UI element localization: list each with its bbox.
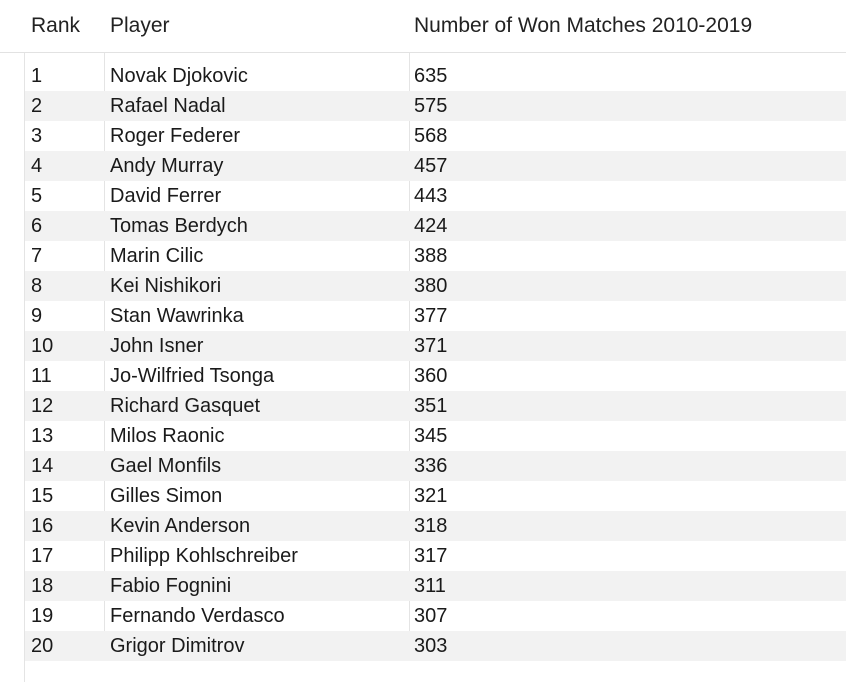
wins-cell: 345 [414, 425, 448, 447]
player-cell: Jo-Wilfried Tsonga [110, 365, 275, 387]
column-header-wins[interactable]: Number of Won Matches 2010-2019 [414, 14, 753, 37]
rank-cell: 6 [31, 215, 43, 237]
rank-cell: 11 [31, 365, 52, 387]
table-row[interactable]: 16 Kevin Anderson 318 [25, 511, 846, 541]
table-row[interactable]: 1 Novak Djokovic 635 [25, 61, 846, 91]
rank-cell: 8 [31, 275, 43, 297]
player-cell: Philipp Kohlschreiber [110, 545, 298, 567]
player-cell: Milos Raonic [110, 425, 225, 447]
player-cell: Stan Wawrinka [110, 305, 244, 327]
wins-cell: 318 [414, 515, 448, 537]
table-row[interactable]: 5 David Ferrer 443 [25, 181, 846, 211]
wins-cell: 321 [414, 485, 448, 507]
table-row[interactable]: 12 Richard Gasquet 351 [25, 391, 846, 421]
wins-cell: 424 [414, 215, 448, 237]
table-row[interactable]: 19 Fernando Verdasco 307 [25, 601, 846, 631]
wins-cell: 336 [414, 455, 448, 477]
wins-cell: 388 [414, 245, 448, 267]
wins-cell: 303 [414, 635, 448, 657]
wins-cell: 635 [414, 65, 448, 87]
table-row[interactable]: 10 John Isner 371 [25, 331, 846, 361]
player-cell: Kei Nishikori [110, 275, 222, 297]
table-row[interactable]: 18 Fabio Fognini 311 [25, 571, 846, 601]
player-cell: Tomas Berdych [110, 215, 248, 237]
column-header-player[interactable]: Player [110, 14, 170, 37]
column-header-rank[interactable]: Rank [31, 14, 81, 37]
rank-cell: 16 [31, 515, 54, 537]
player-cell: Roger Federer [110, 125, 241, 147]
player-cell: Gilles Simon [110, 485, 223, 507]
rank-cell: 17 [31, 545, 54, 567]
table-row[interactable]: 15 Gilles Simon 321 [25, 481, 846, 511]
rank-cell: 2 [31, 95, 43, 117]
wins-cell: 351 [414, 395, 448, 417]
wins-cell: 380 [414, 275, 448, 297]
wins-cell: 575 [414, 95, 448, 117]
rank-cell: 12 [31, 395, 54, 417]
table-row[interactable]: 17 Philipp Kohlschreiber 317 [25, 541, 846, 571]
rank-cell: 1 [31, 65, 43, 87]
table-empty-row [25, 661, 846, 682]
table-row[interactable]: 8 Kei Nishikori 380 [25, 271, 846, 301]
player-cell: Novak Djokovic [110, 65, 248, 87]
rank-cell: 3 [31, 125, 43, 147]
table-row[interactable]: 14 Gael Monfils 336 [25, 451, 846, 481]
column-divider [24, 8, 25, 682]
player-cell: Gael Monfils [110, 455, 222, 477]
player-cell: Kevin Anderson [110, 515, 251, 537]
wins-cell: 457 [414, 155, 448, 177]
rank-cell: 19 [31, 605, 54, 627]
rank-cell: 7 [31, 245, 43, 267]
rank-cell: 15 [31, 485, 54, 507]
rank-cell: 5 [31, 185, 43, 207]
table-header: Rank Player Number of Won Matches 2010-2… [0, 0, 846, 53]
wins-cell: 307 [414, 605, 448, 627]
wins-cell: 317 [414, 545, 448, 567]
player-cell: John Isner [110, 335, 204, 357]
rank-cell: 13 [31, 425, 54, 447]
wins-cell: 371 [414, 335, 448, 357]
rank-cell: 18 [31, 575, 54, 597]
player-cell: Grigor Dimitrov [110, 635, 245, 657]
player-cell: Richard Gasquet [110, 395, 261, 417]
player-cell: Rafael Nadal [110, 95, 226, 117]
rank-cell: 9 [31, 305, 43, 327]
table-row[interactable]: 4 Andy Murray 457 [25, 151, 846, 181]
player-cell: Andy Murray [110, 155, 224, 177]
table-row[interactable]: 7 Marin Cilic 388 [25, 241, 846, 271]
player-cell: Marin Cilic [110, 245, 204, 267]
table-row[interactable]: 11 Jo-Wilfried Tsonga 360 [25, 361, 846, 391]
rank-cell: 14 [31, 455, 54, 477]
wins-cell: 311 [414, 575, 446, 597]
rank-cell: 20 [31, 635, 54, 657]
wins-cell: 360 [414, 365, 448, 387]
table-row[interactable]: 20 Grigor Dimitrov 303 [25, 631, 846, 661]
player-cell: Fabio Fognini [110, 575, 232, 597]
table-row[interactable]: 9 Stan Wawrinka 377 [25, 301, 846, 331]
wins-cell: 568 [414, 125, 448, 147]
wins-cell: 443 [414, 185, 448, 207]
table-body: 1 Novak Djokovic 635 2 Rafael Nadal 5 7 5 … [25, 61, 846, 661]
wins-cell: 377 [414, 305, 448, 327]
table-row[interactable]: 3 Roger Federer 568 [25, 121, 846, 151]
rank-cell: 10 [31, 335, 54, 357]
player-cell: Fernando Verdasco [110, 605, 285, 627]
rank-cell: 4 [31, 155, 43, 177]
table-row[interactable]: 2 Rafael Nadal 575 [25, 91, 846, 121]
table-row[interactable]: 13 Milos Raonic 345 [25, 421, 846, 451]
player-cell: David Ferrer [110, 185, 222, 207]
table-row[interactable]: 6 Tomas Berdych 424 [25, 211, 846, 241]
